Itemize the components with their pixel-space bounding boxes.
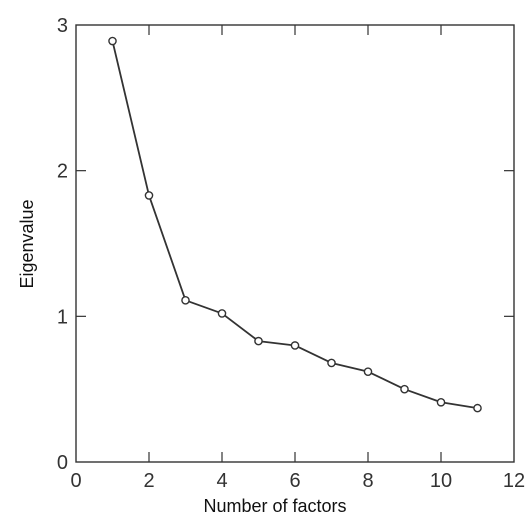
x-tick-label: 12 [503, 470, 525, 492]
y-ticks: 0 1 2 3 [57, 15, 514, 474]
data-point [473, 403, 482, 413]
data-point [254, 336, 263, 346]
data-point [290, 341, 300, 350]
y-tick-label: 1 [57, 306, 68, 328]
data-point [108, 36, 117, 46]
y-tick-label: 3 [57, 15, 68, 37]
data-point [144, 191, 154, 200]
data-point [327, 358, 336, 368]
x-tick-label: 8 [362, 470, 373, 492]
data-point [217, 309, 227, 318]
y-axis-title: Eigenvalue [17, 199, 37, 288]
data-point [400, 384, 409, 394]
y-tick-label: 0 [57, 452, 68, 474]
data-point [363, 367, 373, 376]
x-tick-label: 0 [70, 470, 81, 492]
x-tick-label: 10 [430, 470, 452, 492]
data-point [181, 296, 190, 305]
x-ticks: 0 2 4 6 8 10 12 [70, 25, 525, 492]
x-axis-title: Number of factors [203, 496, 346, 516]
x-tick-label: 4 [216, 470, 227, 492]
y-tick-label: 2 [57, 161, 68, 183]
point-layer [108, 36, 482, 413]
data-point [436, 397, 446, 407]
x-tick-label: 6 [289, 470, 300, 492]
x-tick-label: 2 [143, 470, 154, 492]
